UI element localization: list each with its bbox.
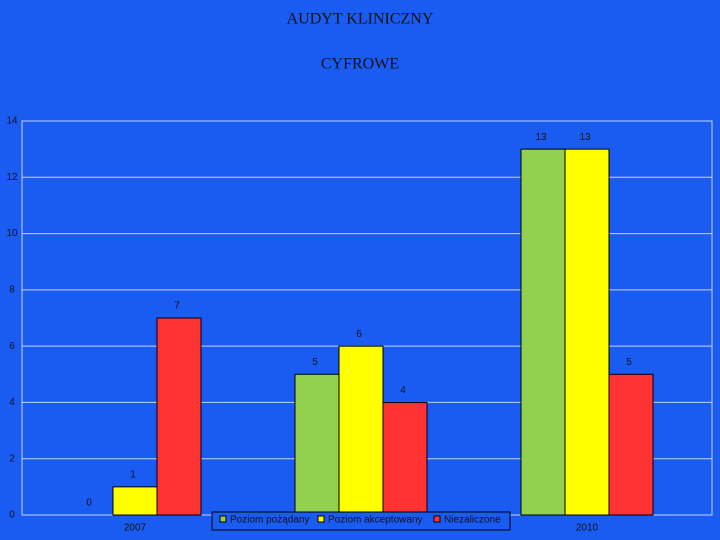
- y-tick-label: 8: [9, 284, 15, 295]
- bar: [382, 401, 428, 516]
- data-label: 1: [130, 469, 136, 480]
- y-tick-label: 6: [9, 341, 15, 352]
- data-label: 6: [356, 329, 362, 340]
- x-tick-label: 2007: [124, 523, 147, 534]
- data-label: 5: [312, 357, 318, 368]
- data-label: 13: [535, 132, 547, 143]
- data-label: 0: [86, 498, 92, 509]
- y-tick-label: 12: [6, 172, 18, 183]
- legend-swatch: [433, 515, 441, 523]
- y-tick-label: 0: [9, 510, 15, 521]
- x-tick-label: 2010: [576, 523, 599, 534]
- data-label: 7: [174, 301, 180, 312]
- data-label: 13: [579, 132, 591, 143]
- data-label: 4: [400, 385, 406, 396]
- bar: [112, 486, 158, 516]
- y-tick-label: 10: [6, 228, 18, 239]
- y-tick-label: 14: [6, 116, 18, 127]
- bar: [338, 345, 384, 516]
- legend-label: Niezaliczone: [444, 515, 501, 526]
- bar: [294, 373, 340, 516]
- data-label: 5: [626, 357, 632, 368]
- chart-title: AUDYT KLINICZNY: [287, 11, 434, 28]
- legend-label: Poziom akceptowany: [328, 515, 423, 526]
- y-tick-label: 2: [9, 453, 15, 464]
- legend-label: Poziom pożądany: [230, 515, 310, 526]
- bar: [156, 317, 202, 516]
- bar: [608, 373, 654, 516]
- legend-swatch: [219, 515, 227, 523]
- chart-subtitle: CYFROWE: [321, 56, 399, 73]
- bar: [520, 148, 566, 516]
- y-tick-label: 4: [9, 397, 15, 408]
- legend-swatch: [317, 515, 325, 523]
- bar: [564, 148, 610, 516]
